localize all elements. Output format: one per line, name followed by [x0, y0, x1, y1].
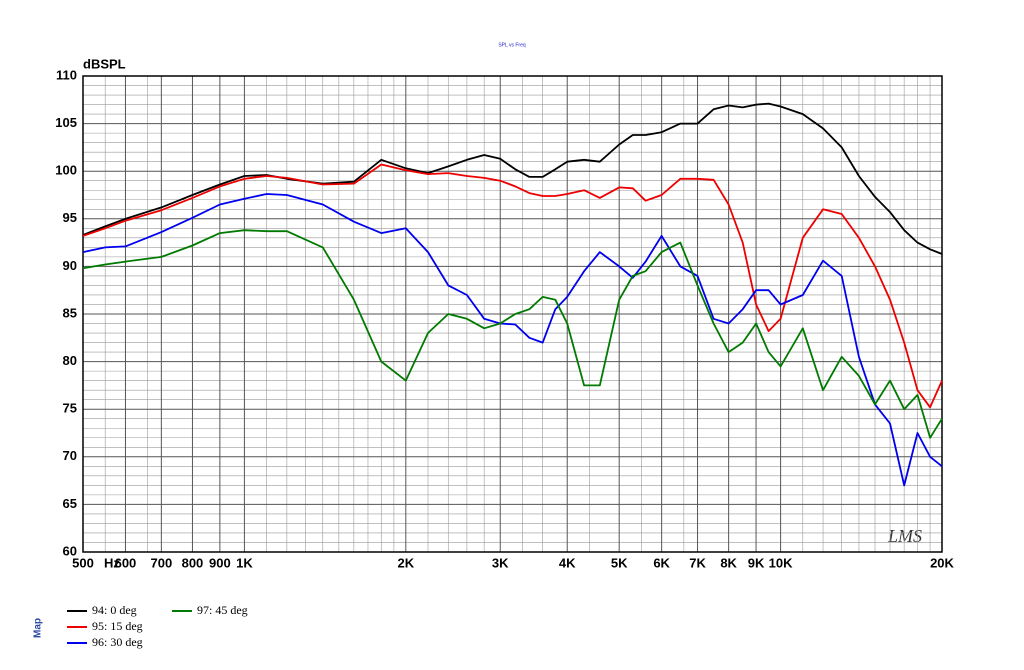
y-tick-label: 80	[63, 353, 77, 368]
plot-frame	[82, 75, 943, 553]
x-tick-label: 900	[209, 555, 231, 570]
side-label: Map	[33, 618, 44, 638]
y-tick-label: 70	[63, 448, 77, 463]
x-axis-label: Hz	[104, 555, 120, 570]
legend-label: 95: 15 deg	[92, 619, 143, 633]
y-tick-label: 75	[63, 401, 77, 416]
x-tick-label: 700	[151, 555, 173, 570]
x-tick-label: 600	[115, 555, 137, 570]
series-line	[82, 163, 943, 409]
y-tick-label: 85	[63, 305, 77, 320]
x-tick-label: 6K	[653, 555, 670, 570]
legend-label: 94: 0 deg	[92, 603, 137, 617]
y-tick-label: 90	[63, 258, 77, 273]
x-tick-label: 4K	[559, 555, 576, 570]
legend-label: 96: 30 deg	[92, 635, 143, 649]
y-tick-label: 95	[63, 210, 77, 225]
y-tick-label: 65	[63, 496, 77, 511]
x-tick-label: 500	[72, 555, 94, 570]
x-tick-label: 8K	[720, 555, 737, 570]
x-tick-label: 800	[182, 555, 204, 570]
series-line	[82, 102, 943, 255]
y-tick-label: 100	[55, 163, 77, 178]
y-tick-label: 110	[56, 67, 77, 82]
y-tick-label: 105	[55, 115, 77, 130]
x-tick-label: 20K	[930, 555, 954, 570]
y-axis-label: dBSPL	[83, 56, 126, 71]
x-tick-label: 7K	[689, 555, 706, 570]
chart-title: SPL vs Freq	[498, 42, 526, 48]
series-line	[82, 229, 943, 439]
x-tick-label: 2K	[398, 555, 415, 570]
x-tick-label: 9K	[748, 555, 765, 570]
watermark: LMS	[887, 526, 922, 546]
y-tick-label: 60	[63, 543, 77, 558]
x-tick-label: 10K	[769, 555, 793, 570]
x-tick-label: 1K	[236, 555, 253, 570]
legend-label: 97: 45 deg	[197, 603, 248, 617]
x-tick-label: 5K	[611, 555, 628, 570]
x-tick-label: 3K	[492, 555, 509, 570]
series-line	[82, 193, 943, 487]
